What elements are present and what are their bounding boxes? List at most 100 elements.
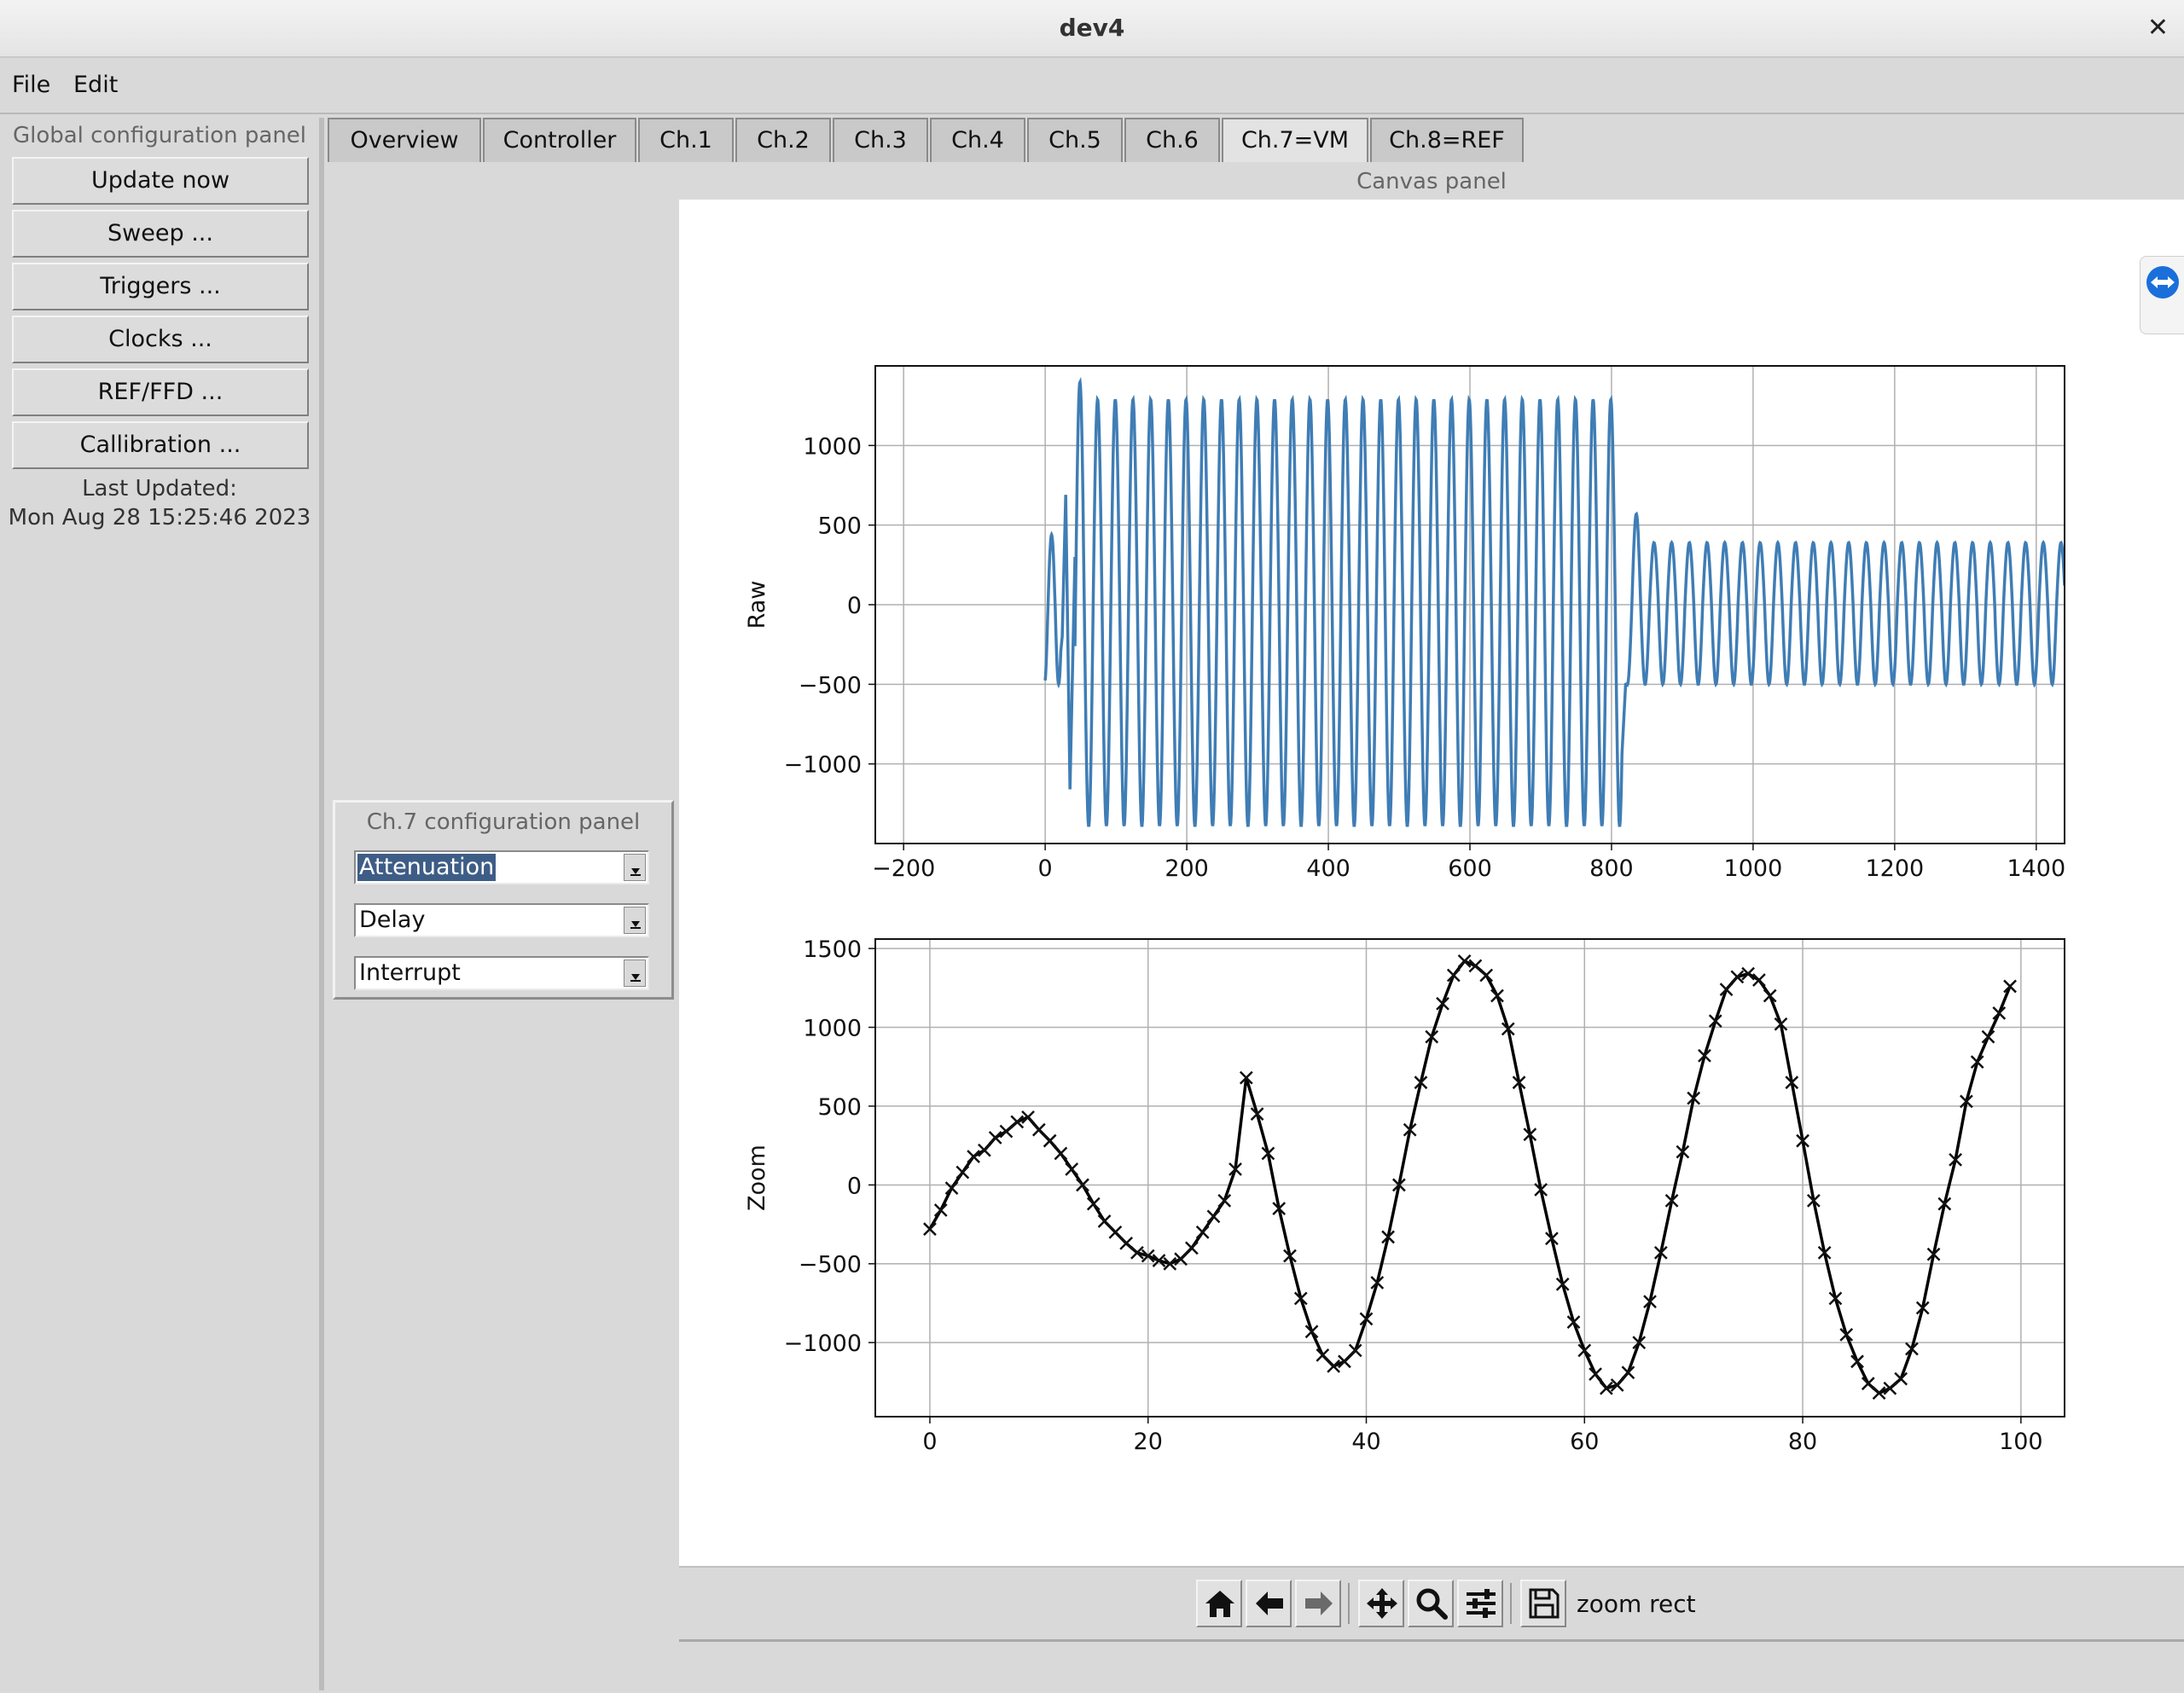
zoom-icon	[1416, 1588, 1448, 1620]
zoom-data-point	[1338, 1354, 1351, 1369]
zoom-data-point	[1021, 1110, 1035, 1124]
menu-file[interactable]: File	[12, 72, 51, 98]
subplots-icon	[1467, 1589, 1496, 1618]
zoom-data-point	[1141, 1249, 1155, 1263]
zoom-data-point	[956, 1165, 970, 1180]
zoom-data-point	[967, 1150, 980, 1163]
zoom-data-point	[1217, 1193, 1232, 1208]
tab-ch2[interactable]: Ch.2	[735, 118, 831, 162]
zoom-data-point	[1054, 1146, 1068, 1161]
zoom-data-point	[1610, 1378, 1624, 1392]
delay-dropdown[interactable]: Delay	[354, 903, 649, 937]
zoom-data-point	[1949, 1152, 1962, 1167]
zoom-data-point	[988, 1130, 1002, 1145]
zoom-data-point	[1643, 1295, 1657, 1308]
pan-icon	[1367, 1588, 1397, 1619]
axes-frame	[874, 938, 2065, 1418]
chevron-down-icon[interactable]	[624, 854, 646, 881]
clocks-button[interactable]: Clocks ...	[12, 316, 309, 363]
zoom-data-point	[1839, 1328, 1854, 1342]
plot-canvas[interactable]: −200 0 200 400 600 800 1000 1200 1400−1000−50005…	[679, 164, 2184, 1566]
subplots-button[interactable]	[1457, 1580, 1503, 1627]
triggers-button[interactable]: Triggers ...	[12, 263, 309, 310]
toolbar-separator	[1510, 1583, 1512, 1624]
zoom-data-point	[1446, 968, 1461, 983]
x-tick-label: 1000	[1724, 855, 1783, 882]
tab-ch5[interactable]: Ch.5	[1027, 118, 1123, 162]
zoom-data-point	[1261, 1146, 1275, 1161]
x-tick-label: 0	[922, 1429, 937, 1455]
plot-toolbar: zoom rect	[679, 1566, 2184, 1641]
chevron-down-icon[interactable]	[624, 907, 646, 934]
zoom-data-point	[1599, 1381, 1613, 1395]
tab-ch6[interactable]: Ch.6	[1124, 118, 1220, 162]
ref-ffd-button[interactable]: REF/FFD ...	[12, 368, 309, 416]
zoom-data-point	[999, 1124, 1014, 1139]
interrupt-dropdown[interactable]: Interrupt	[354, 956, 649, 990]
zoom-data-point	[923, 1222, 937, 1236]
zoom-data-point	[1545, 1232, 1559, 1246]
zoom-button[interactable]	[1408, 1580, 1454, 1627]
zoom-data-point	[1370, 1276, 1385, 1290]
update-now-button[interactable]: Update now	[12, 157, 309, 205]
zoom-data-point	[1097, 1214, 1112, 1228]
remote-support-widget[interactable]	[2140, 256, 2184, 334]
tab-overview[interactable]: Overview	[328, 118, 481, 162]
tab-ch1[interactable]: Ch.1	[638, 118, 734, 162]
tab-controller[interactable]: Controller	[483, 118, 636, 162]
zoom-data-point	[1566, 1315, 1581, 1329]
zoom-data-point	[1577, 1343, 1592, 1358]
menu-bar: File Edit	[0, 58, 2184, 114]
toolbar-mode-text: zoom rect	[1577, 1590, 1696, 1618]
tab-ch8-ref[interactable]: Ch.8=REF	[1370, 118, 1524, 162]
zoom-data-point	[1741, 966, 1756, 981]
x-tick-label: 800	[1589, 855, 1634, 882]
zoom-data-point	[1632, 1336, 1647, 1350]
last-updated-value: Mon Aug 28 15:25:46 2023	[8, 505, 311, 531]
zoom-data-point	[1152, 1254, 1166, 1267]
close-icon[interactable]: ✕	[2146, 13, 2169, 43]
zoom-data-point	[1327, 1359, 1341, 1373]
last-updated-label: Last Updated:	[82, 476, 237, 502]
tab-ch7-vm[interactable]: Ch.7=VM	[1222, 118, 1368, 162]
tab-ch4[interactable]: Ch.4	[930, 118, 1025, 162]
canvas-panel-title: Canvas panel	[679, 164, 2184, 200]
zoom-data-point	[1763, 989, 1777, 1003]
window-title: dev4	[1059, 14, 1125, 42]
zoom-data-point	[1676, 1145, 1690, 1159]
zoom-data-point	[1490, 989, 1504, 1003]
zoom-data-point	[1719, 983, 1734, 997]
tab-ch3[interactable]: Ch.3	[833, 118, 928, 162]
sweep-button[interactable]: Sweep ...	[12, 210, 309, 258]
save-icon	[1529, 1588, 1560, 1619]
zoom-data-point	[1981, 1029, 1995, 1044]
x-tick-label: −200	[872, 855, 935, 882]
home-button[interactable]	[1196, 1580, 1242, 1627]
save-button[interactable]	[1520, 1580, 1566, 1627]
zoom-data-point	[1915, 1301, 1930, 1315]
zoom-data-point	[1817, 1245, 1832, 1260]
pan-button[interactable]	[1358, 1580, 1404, 1627]
forward-button[interactable]	[1295, 1580, 1341, 1627]
zoom-data-point	[1850, 1354, 1864, 1369]
y-tick-label: 1000	[803, 1015, 862, 1041]
x-tick-label: 600	[1448, 855, 1492, 882]
zoom-data-point	[1468, 959, 1483, 973]
menu-edit[interactable]: Edit	[73, 72, 119, 98]
y-tick-label: −1000	[784, 752, 862, 779]
back-button[interactable]	[1246, 1580, 1292, 1627]
zoom-data-point	[1086, 1197, 1101, 1211]
toolbar-separator	[1348, 1583, 1350, 1624]
zoom-data-point	[1414, 1076, 1428, 1090]
window-titlebar: dev4 ✕	[0, 0, 2184, 58]
zoom-data-point	[1894, 1371, 1908, 1386]
calibration-button[interactable]: Callibration ...	[12, 421, 309, 469]
zoom-data-point	[1653, 1245, 1668, 1260]
zoom-data-point	[1534, 1182, 1548, 1197]
zoom-data-point	[978, 1143, 991, 1157]
attenuation-dropdown[interactable]: Attenuation	[354, 850, 649, 884]
zoom-data-point	[1806, 1193, 1821, 1208]
zoom-data-point	[1403, 1122, 1417, 1137]
chevron-down-icon[interactable]	[624, 960, 646, 987]
zoom-data-point	[1621, 1365, 1635, 1380]
